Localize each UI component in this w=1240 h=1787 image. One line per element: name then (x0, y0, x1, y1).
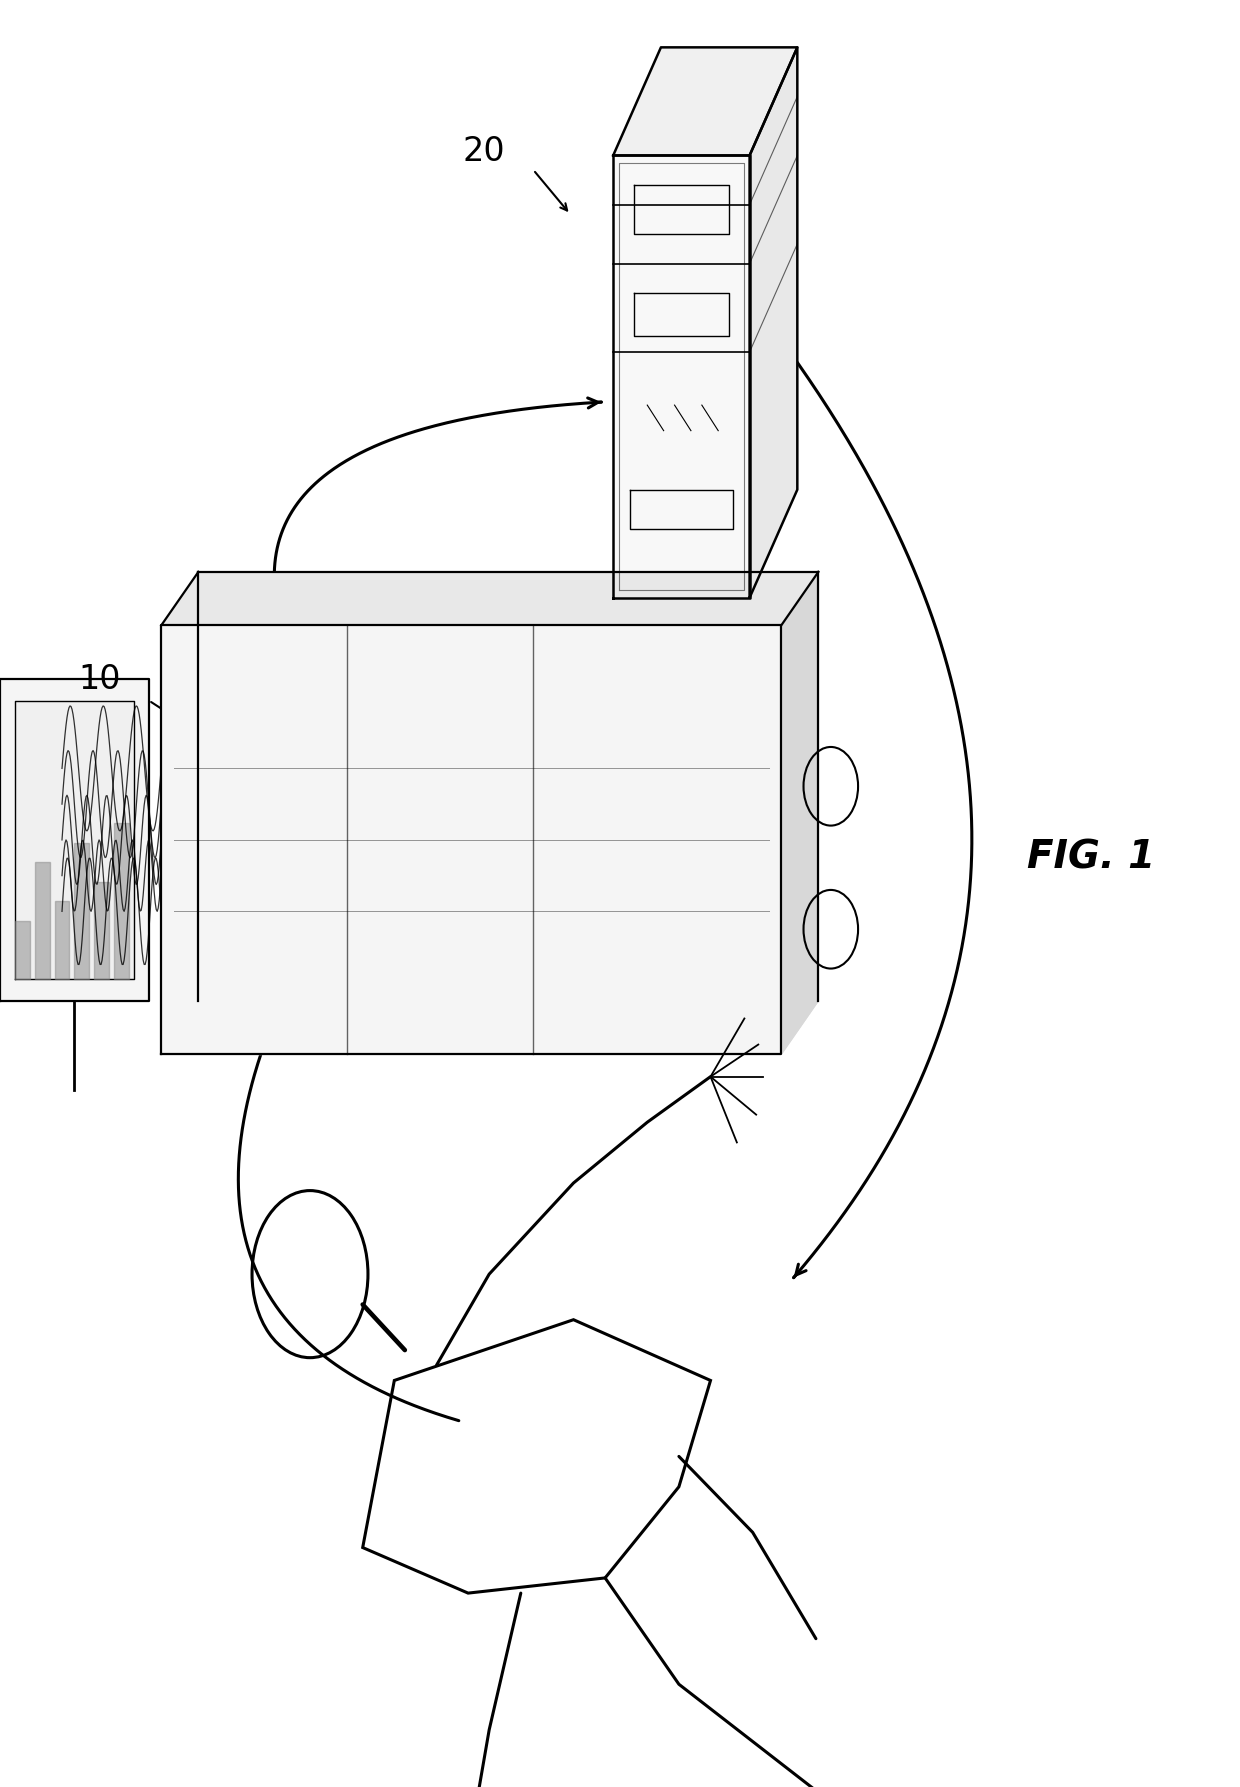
Polygon shape (614, 155, 749, 597)
Text: 20: 20 (463, 136, 505, 168)
Polygon shape (94, 881, 109, 979)
Text: 10: 10 (78, 663, 120, 695)
Polygon shape (161, 625, 781, 1054)
Polygon shape (749, 46, 797, 597)
Polygon shape (15, 701, 134, 979)
Polygon shape (35, 861, 50, 979)
Polygon shape (781, 572, 818, 1054)
Polygon shape (161, 1001, 818, 1054)
Polygon shape (15, 920, 30, 979)
Polygon shape (161, 572, 818, 625)
Polygon shape (74, 843, 89, 979)
Polygon shape (55, 901, 69, 979)
Polygon shape (114, 824, 129, 979)
Polygon shape (0, 679, 149, 1001)
Text: FIG. 1: FIG. 1 (1027, 838, 1156, 877)
Polygon shape (614, 46, 797, 155)
